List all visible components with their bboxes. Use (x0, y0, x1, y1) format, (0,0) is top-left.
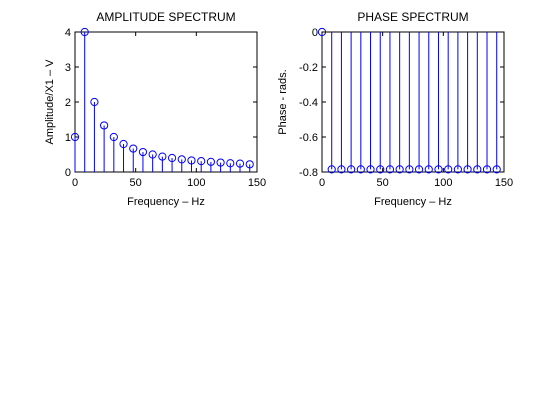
amplitude-stem-marker (226, 159, 235, 168)
amplitude-y-tick-label: 2 (65, 97, 71, 109)
phase-x-tick-label: 150 (495, 177, 513, 189)
phase-y-tick-label: -0.2 (299, 62, 318, 74)
amplitude-x-tick-label: 150 (248, 177, 266, 189)
amplitude-x-tick-label: 100 (187, 177, 205, 189)
phase-x-tick-label: 50 (377, 177, 389, 189)
amplitude-chart-title: AMPLITUDE SPECTRUM (96, 10, 235, 24)
amplitude-stem-marker (90, 97, 99, 107)
phase-stem-marker (317, 27, 327, 37)
phase-y-tick-label: -0.6 (299, 132, 318, 144)
amplitude-stem-marker (80, 27, 89, 37)
amplitude-stem-marker (109, 132, 118, 142)
amplitude-stem-marker (177, 155, 186, 164)
phase-stem-marker (424, 165, 433, 174)
amplitude-spectrum-panel: AMPLITUDE SPECTRUM Frequency – Hz Amplit… (44, 10, 266, 208)
amplitude-stem-marker (235, 159, 245, 168)
amplitude-stem-marker (100, 121, 109, 130)
phase-stem-marker (473, 165, 482, 174)
amplitude-x-tick-label: 50 (130, 177, 142, 189)
phase-y-tick-label: -0.8 (299, 167, 318, 179)
phase-y-tick-label: -0.4 (299, 97, 318, 109)
amplitude-x-tick-label: 0 (72, 177, 78, 189)
amplitude-y-tick-label: 3 (65, 62, 71, 74)
phase-stem-marker (492, 165, 501, 174)
amplitude-stem-marker (187, 156, 196, 165)
phase-stem-marker (376, 165, 385, 174)
amplitude-stem-marker (148, 150, 157, 159)
phase-stem-marker (356, 165, 365, 174)
phase-stem-marker (444, 165, 453, 174)
phase-stem-marker (385, 165, 395, 174)
phase-x-tick-label: 100 (434, 177, 452, 189)
phase-stem-marker (366, 165, 375, 174)
phase-stem-marker (482, 165, 492, 174)
amplitude-stem-marker (245, 160, 254, 169)
amplitude-stem-marker (70, 132, 80, 142)
phase-stem-marker (327, 165, 336, 174)
amplitude-stem-marker (158, 152, 167, 161)
phase-x-tick-label: 0 (319, 177, 325, 189)
phase-stem-marker (453, 165, 462, 174)
amplitude-stem-marker (197, 157, 206, 166)
amplitude-y-tick-label: 1 (65, 132, 71, 144)
phase-stem-marker (434, 165, 443, 174)
amplitude-stem-marker (129, 144, 138, 153)
amplitude-stem-marker (216, 158, 225, 167)
phase-spectrum-panel: PHASE SPECTRUM Frequency – Hz Phase - ra… (277, 10, 513, 208)
phase-x-axis-label: Frequency – Hz (374, 196, 452, 208)
amplitude-stem-marker (138, 147, 148, 157)
phase-y-axis-label: Phase - rads. (277, 69, 289, 134)
amplitude-stem-marker (119, 139, 128, 149)
phase-stem-marker (463, 165, 472, 174)
phase-stem-marker (395, 165, 404, 174)
amplitude-stem-marker (206, 157, 215, 166)
amplitude-stem-marker (167, 153, 177, 163)
phase-stem-marker (414, 165, 424, 174)
amplitude-plot-area (74, 31, 258, 173)
phase-plot-area (321, 31, 505, 173)
phase-stem-marker (337, 165, 346, 174)
phase-stem-marker (347, 165, 356, 174)
phase-stem-marker (405, 165, 414, 174)
amplitude-x-axis-label: Frequency – Hz (127, 196, 205, 208)
phase-y-tick-label: 0 (312, 27, 318, 39)
phase-chart-title: PHASE SPECTRUM (357, 10, 468, 24)
amplitude-y-axis-label: Amplitude/X1 – V (44, 59, 56, 145)
amplitude-y-tick-label: 4 (65, 27, 71, 39)
amplitude-y-tick-label: 0 (65, 167, 71, 179)
